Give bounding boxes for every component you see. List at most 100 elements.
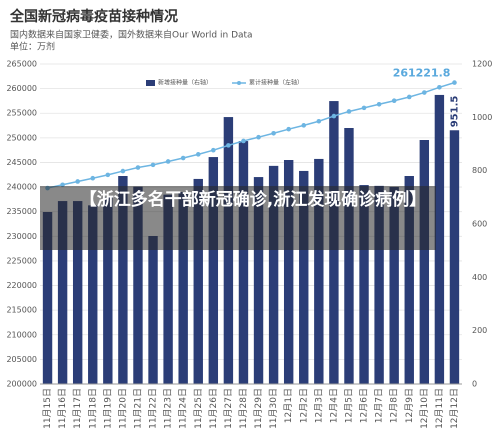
bar [374, 185, 384, 384]
legend-label: 累计接种量（左轴） [249, 79, 303, 87]
line-point [75, 179, 80, 184]
legend-label: 新增接种量（右轴） [158, 79, 212, 87]
x-tick-label: 11月22日 [148, 388, 159, 429]
bar [57, 201, 68, 384]
line-point [226, 143, 231, 148]
x-tick-label: 11月15日 [42, 388, 53, 429]
bar [103, 197, 113, 384]
y-tick-label: 255000 [6, 109, 37, 118]
bar [344, 128, 354, 384]
y-tick-label: 225000 [6, 256, 37, 265]
line [47, 81, 455, 189]
bar [223, 117, 234, 385]
bar [42, 212, 53, 384]
x-tick-label: 12月5日 [343, 388, 354, 423]
line-point [256, 134, 261, 140]
x-tick-label: 12月8日 [389, 388, 400, 423]
y-tick-label: 210000 [6, 330, 37, 339]
chart-subtitle: 国内数据来自国家卫健委，国外数据来自Our World in Data [10, 29, 253, 41]
bar [208, 157, 219, 384]
y2-tick-label: 800 [472, 166, 487, 175]
x-tick-label: 12月3日 [313, 388, 324, 423]
x-tick-label: 11月30日 [268, 388, 279, 429]
bar [133, 186, 143, 384]
bar [253, 177, 264, 384]
legend-swatch [146, 80, 155, 86]
chart-title: 全国新冠病毒疫苗接种情况 [9, 8, 178, 25]
line-point [376, 101, 382, 107]
line-point [195, 152, 201, 157]
x-tick-label: 12月9日 [404, 388, 415, 423]
x-tick-label: 12月7日 [374, 388, 385, 423]
bar [88, 205, 98, 384]
line-point [105, 172, 111, 178]
bar [193, 178, 203, 384]
bar [163, 194, 173, 384]
line-point [120, 168, 126, 174]
line-point [316, 118, 322, 124]
bar [404, 176, 414, 384]
line-point [452, 80, 457, 85]
line-point [286, 126, 291, 132]
line-point [135, 165, 141, 170]
line-point [211, 147, 216, 153]
x-tick-label: 11月17日 [72, 388, 83, 429]
line-point [271, 130, 276, 136]
line-point [180, 155, 186, 161]
x-tick-label: 11月26日 [208, 388, 219, 429]
y-tick-label: 260000 [6, 84, 37, 93]
x-tick-label: 12月10日 [419, 388, 430, 429]
line-point [60, 182, 65, 188]
x-tick-label: 12月12日 [449, 388, 460, 429]
bar [283, 160, 294, 384]
bar [359, 185, 369, 384]
y2-tick-label: 200 [472, 326, 487, 335]
caption-band [40, 186, 436, 250]
x-tick-label: 11月19日 [102, 388, 113, 429]
y-tick-label: 200000 [6, 380, 37, 389]
unit-label: 单位：万剂 [10, 41, 55, 53]
y-tick-label: 250000 [6, 133, 37, 142]
y-tick-label: 230000 [6, 232, 37, 241]
line-point [406, 94, 412, 100]
y-tick-label: 205000 [6, 355, 37, 364]
x-tick-label: 11月29日 [253, 388, 264, 429]
line-point [241, 138, 246, 144]
x-tick-label: 11月27日 [223, 388, 234, 429]
line-end-label: 261221.8 [393, 67, 451, 80]
bar [299, 170, 309, 384]
x-tick-label: 12月4日 [328, 388, 339, 423]
line-point [437, 84, 442, 90]
bar [268, 165, 279, 384]
line-point [301, 123, 307, 128]
line-point [346, 109, 352, 114]
y-tick-label: 220000 [6, 281, 37, 290]
x-tick-label: 11月28日 [238, 388, 249, 429]
x-tick-label: 11月24日 [178, 388, 189, 429]
x-tick-label: 11月16日 [57, 388, 68, 429]
y2-tick-label: 1200 [472, 60, 492, 69]
bar [434, 94, 445, 384]
x-tick-label: 11月18日 [87, 388, 98, 429]
bar [118, 176, 128, 384]
y-tick-label: 240000 [6, 183, 37, 192]
x-tick-label: 12月1日 [283, 388, 294, 423]
x-tick-label: 12月6日 [359, 388, 370, 423]
line-point [331, 113, 337, 119]
line-point [165, 159, 171, 164]
line-point [361, 105, 367, 111]
y-tick-label: 215000 [6, 306, 37, 315]
bar [238, 141, 249, 384]
y-tick-label: 265000 [6, 60, 37, 69]
overlay-caption: 【浙江多名干部新冠确诊,浙江发现确诊病例】 [79, 190, 427, 210]
line-point [150, 162, 156, 168]
y2-tick-label: 0 [472, 380, 477, 389]
line-point [90, 175, 96, 181]
x-tick-label: 11月23日 [163, 388, 174, 429]
x-tick-label: 12月11日 [434, 388, 445, 429]
line-point [422, 90, 427, 95]
x-tick-label: 11月20日 [117, 388, 128, 429]
y2-tick-label: 1000 [472, 113, 492, 122]
bar [72, 201, 83, 384]
